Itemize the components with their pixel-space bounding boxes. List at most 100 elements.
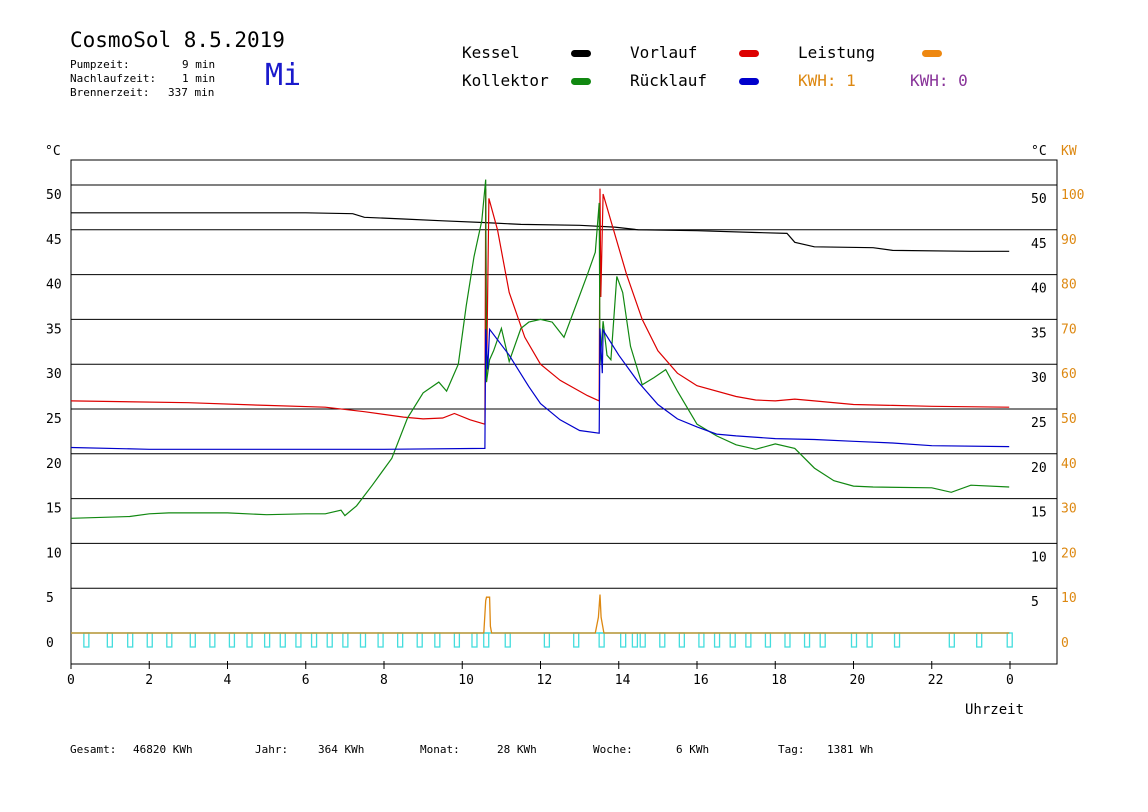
pump-pulse-36 bbox=[764, 632, 772, 648]
x-tick-label-3: 6 bbox=[302, 673, 310, 688]
pump-pulse-43 bbox=[948, 632, 955, 648]
pump-pulses bbox=[71, 632, 1013, 648]
pump-pulse-31 bbox=[678, 632, 685, 648]
pump-pulse-41 bbox=[866, 632, 873, 648]
axis-labels: 0510152025303540455051015202530354045500… bbox=[46, 188, 1084, 688]
pump-pulse-8 bbox=[246, 632, 253, 648]
series-lines bbox=[70, 179, 1010, 634]
x-tick-label-0: 0 bbox=[67, 673, 75, 688]
x-tick-label-11: 22 bbox=[928, 673, 944, 688]
x-tick-label-5: 10 bbox=[458, 673, 474, 688]
pump-pulse-19 bbox=[434, 632, 441, 648]
legend-leistung-swatch bbox=[922, 50, 942, 57]
y-tick-left-15: 15 bbox=[46, 502, 62, 517]
pump-pulse-5 bbox=[189, 632, 196, 648]
legend-kwh1-label: KWH: 1 bbox=[798, 71, 856, 90]
legend-kwh2-label: KWH: 0 bbox=[910, 71, 968, 90]
x-tick-label-7: 14 bbox=[615, 673, 631, 688]
pump-pulse-40 bbox=[850, 632, 858, 648]
y-tick-right-temp-10: 10 bbox=[1031, 550, 1047, 565]
footer-woche-label: Woche: bbox=[593, 743, 633, 756]
series-kessel bbox=[71, 212, 1010, 252]
pump-pulse-45 bbox=[1006, 632, 1013, 648]
legend-kessel-label: Kessel bbox=[462, 43, 520, 62]
y-tick-left-30: 30 bbox=[46, 367, 62, 382]
footer-jahr-label: Jahr: bbox=[255, 743, 289, 756]
weekday-label: Mi bbox=[265, 58, 302, 93]
pump-pulse-18 bbox=[416, 632, 423, 648]
pump-pulse-24 bbox=[543, 632, 551, 648]
y-tick-right-temp-20: 20 bbox=[1031, 461, 1047, 476]
y-tick-left-35: 35 bbox=[46, 322, 62, 337]
pump-pulse-20 bbox=[453, 632, 461, 648]
pumpzeit-label: Pumpzeit: bbox=[70, 58, 130, 71]
pump-pulse-39 bbox=[819, 632, 826, 648]
pump-pulse-27 bbox=[620, 632, 627, 648]
pump-pulse-21 bbox=[471, 632, 478, 648]
pump-pulse-35 bbox=[745, 632, 752, 648]
nachlaufzeit-value: 1 min bbox=[182, 72, 216, 85]
y-tick-left-45: 45 bbox=[46, 233, 62, 248]
y-tick-right-power-50: 50 bbox=[1061, 412, 1077, 427]
pump-pulse-22 bbox=[483, 632, 490, 648]
y-tick-right-temp-35: 35 bbox=[1031, 326, 1047, 341]
y-tick-right-temp-15: 15 bbox=[1031, 506, 1047, 521]
y-axis-right-unit-temp: °C bbox=[1031, 144, 1047, 159]
y-tick-right-temp-5: 5 bbox=[1031, 595, 1039, 610]
legend-leistung-label: Leistung bbox=[798, 43, 876, 62]
pump-pulse-3 bbox=[146, 632, 153, 648]
y-tick-right-temp-25: 25 bbox=[1031, 416, 1047, 431]
y-tick-right-temp-45: 45 bbox=[1031, 237, 1047, 252]
chart-grid bbox=[70, 159, 1058, 669]
series-leistung bbox=[71, 594, 1010, 634]
x-tick-label-1: 2 bbox=[145, 673, 153, 688]
pump-pulse-2 bbox=[127, 632, 134, 648]
y-tick-right-power-40: 40 bbox=[1061, 457, 1077, 472]
legend-vorlauf-label: Vorlauf bbox=[630, 43, 698, 62]
footer-woche-value: 6 KWh bbox=[676, 743, 710, 756]
pump-pulse-7 bbox=[228, 632, 236, 648]
footer-monat-label: Monat: bbox=[420, 743, 460, 756]
pump-pulse-17 bbox=[396, 632, 404, 648]
pump-pulse-0 bbox=[83, 632, 90, 648]
legend-kollektor-label: Kollektor bbox=[462, 71, 549, 90]
legend-kollektor-swatch bbox=[571, 78, 591, 85]
pump-pulse-14 bbox=[342, 632, 349, 648]
y-tick-right-temp-40: 40 bbox=[1031, 282, 1047, 297]
x-tick-label-9: 18 bbox=[771, 673, 787, 688]
y-tick-right-power-20: 20 bbox=[1061, 546, 1077, 561]
y-tick-right-power-30: 30 bbox=[1061, 502, 1077, 517]
y-tick-right-temp-30: 30 bbox=[1031, 371, 1047, 386]
footer-tag-label: Tag: bbox=[778, 743, 805, 756]
y-tick-left-10: 10 bbox=[46, 546, 62, 561]
legend-kessel-swatch bbox=[571, 50, 591, 57]
pumpzeit-value: 9 min bbox=[182, 58, 216, 71]
pump-pulse-38 bbox=[803, 632, 811, 648]
y-tick-left-5: 5 bbox=[46, 591, 54, 606]
x-axis-label: Uhrzeit bbox=[965, 702, 1024, 718]
legend-ruecklauf-label: Rücklauf bbox=[630, 71, 708, 90]
y-tick-left-50: 50 bbox=[46, 188, 62, 203]
y-tick-right-power-0: 0 bbox=[1061, 636, 1069, 651]
footer-gesamt-value: 46820 KWh bbox=[133, 743, 193, 756]
footer-monat-value: 28 KWh bbox=[497, 743, 537, 756]
y-tick-right-power-100: 100 bbox=[1061, 188, 1084, 203]
x-tick-label-2: 4 bbox=[224, 673, 232, 688]
y-tick-right-power-60: 60 bbox=[1061, 367, 1077, 382]
pump-pulse-6 bbox=[209, 632, 216, 648]
x-tick-label-12: 0 bbox=[1006, 673, 1014, 688]
y-tick-right-power-10: 10 bbox=[1061, 591, 1077, 606]
series-kollektor bbox=[70, 179, 1010, 519]
pump-pulse-33 bbox=[713, 632, 721, 648]
pump-pulse-29 bbox=[639, 632, 646, 648]
y-tick-right-power-70: 70 bbox=[1061, 322, 1077, 337]
pump-pulse-23 bbox=[504, 632, 511, 648]
pump-pulse-42 bbox=[893, 632, 901, 648]
pump-pulse-9 bbox=[263, 632, 271, 648]
y-tick-right-temp-50: 50 bbox=[1031, 192, 1047, 207]
brennerzeit-value: 337 min bbox=[168, 86, 215, 99]
y-tick-right-power-90: 90 bbox=[1061, 233, 1077, 248]
x-tick-label-4: 8 bbox=[380, 673, 388, 688]
pump-pulse-25 bbox=[573, 632, 580, 648]
